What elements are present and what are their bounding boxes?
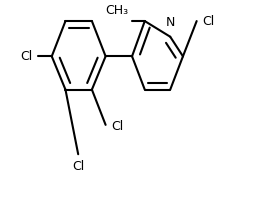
Text: N: N: [166, 16, 175, 29]
Text: CH₃: CH₃: [105, 4, 128, 17]
Text: Cl: Cl: [20, 50, 32, 63]
Text: Cl: Cl: [72, 160, 84, 173]
Text: Cl: Cl: [203, 15, 215, 28]
Text: Cl: Cl: [111, 120, 124, 133]
